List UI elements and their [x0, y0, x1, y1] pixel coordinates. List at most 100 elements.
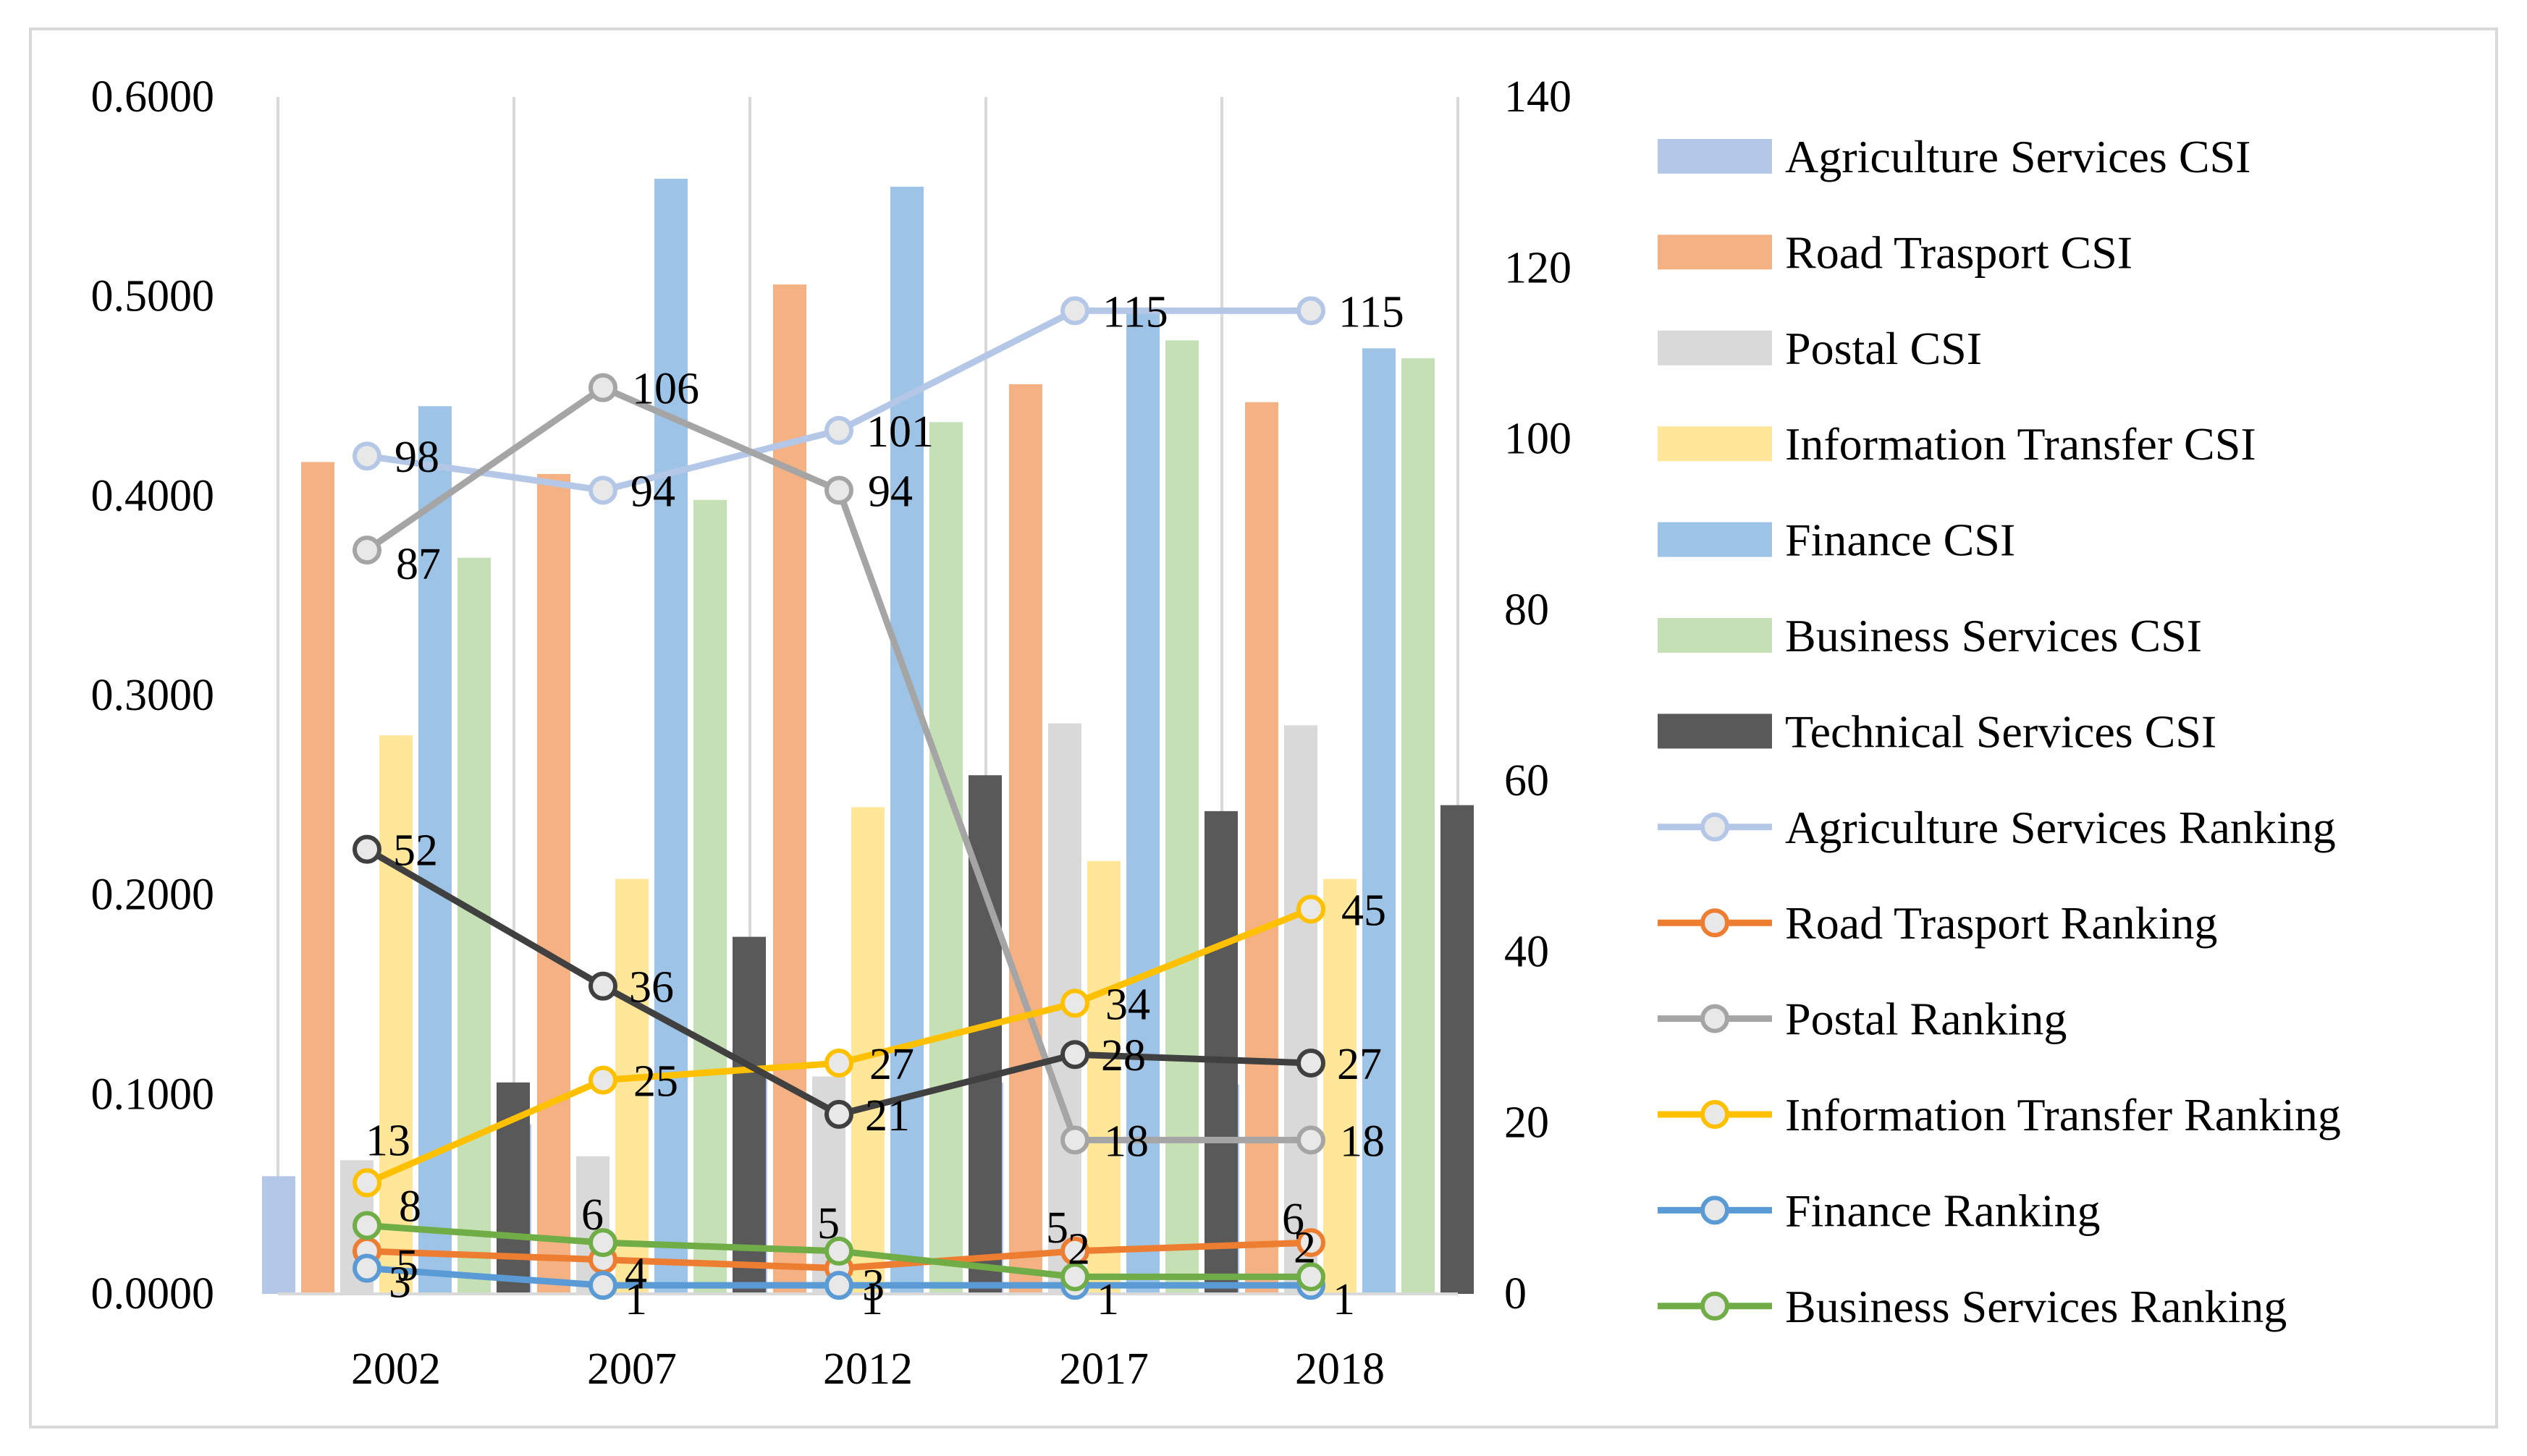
- axes: 0.0000 0.1000 0.2000 0.3000 0.4000 0.5000 0.60…: [91, 72, 1572, 1394]
- data-label-business-services-ranking: 2: [1068, 1224, 1090, 1274]
- legend-item-technical-services-csi: Technical Services CSI: [1658, 706, 2216, 757]
- marker-postal-ranking-2018: [1296, 1125, 1325, 1155]
- legend-swatch: [1658, 234, 1772, 270]
- data-label-road-trasport-ranking: 6: [1282, 1195, 1304, 1244]
- data-label-information-transfer-ranking: 34: [1105, 980, 1150, 1029]
- bar-technical-services-csi-2018: [1440, 805, 1474, 1294]
- marker-information-transfer-ranking-2012: [824, 1049, 853, 1078]
- data-label-postal-ranking: 106: [632, 365, 699, 414]
- data-label-business-services-ranking: 5: [817, 1199, 840, 1248]
- legend-label: Agriculture Services CSI: [1785, 131, 2250, 182]
- y2-axis-tick-label: 100: [1504, 415, 1572, 464]
- y-axis-tick-label: 0.5000: [91, 272, 215, 321]
- legend-swatch: [1658, 330, 1772, 365]
- line-series-group: [353, 296, 1325, 1300]
- marker-agriculture-services-ranking-2002: [353, 441, 381, 471]
- marker-agriculture-services-ranking-2012: [824, 415, 853, 445]
- legend-label: Agriculture Services Ranking: [1785, 802, 2336, 853]
- bar-series-group: [262, 179, 1474, 1295]
- marker-agriculture-services-ranking-2018: [1296, 296, 1325, 326]
- marker-technical-services-ranking-2017: [1060, 1040, 1089, 1070]
- legend-label: Information Transfer CSI: [1785, 418, 2256, 470]
- y2-axis-tick-label: 120: [1504, 243, 1572, 292]
- data-label-information-transfer-ranking: 25: [633, 1057, 678, 1106]
- data-label-technical-services-ranking: 27: [1337, 1040, 1382, 1089]
- legend-label: Road Trasport CSI: [1785, 227, 2132, 278]
- bar-business-services-csi-2007: [693, 499, 727, 1294]
- bar-finance-csi-2012: [890, 187, 924, 1294]
- data-label-finance-ranking: 1: [1333, 1275, 1355, 1324]
- data-label-road-trasport-ranking: 5: [396, 1241, 418, 1290]
- marker-business-services-ranking-2018: [1296, 1262, 1325, 1292]
- marker-technical-services-ranking-2007: [588, 971, 617, 1001]
- marker-information-transfer-ranking-2002: [353, 1168, 381, 1198]
- bar-road-trasport-csi-2018: [1245, 402, 1278, 1294]
- legend-label: Finance Ranking: [1785, 1185, 2100, 1236]
- marker-finance-ranking-2012: [824, 1271, 853, 1300]
- data-label-business-services-ranking: 8: [399, 1182, 421, 1231]
- legend-marker: [1700, 1291, 1729, 1321]
- legend-label: Road Trasport Ranking: [1785, 897, 2217, 949]
- marker-information-transfer-ranking-2018: [1296, 894, 1325, 924]
- marker-postal-ranking-2017: [1060, 1125, 1089, 1155]
- legend-item-business-services-csi: Business Services CSI: [1658, 610, 2202, 661]
- y2-axis-tick-label: 40: [1504, 927, 1549, 976]
- bar-finance-csi-2017: [1126, 310, 1160, 1294]
- data-label-agriculture-services-ranking: 98: [395, 433, 439, 482]
- bar-road-trasport-csi-2017: [1009, 384, 1042, 1295]
- marker-information-transfer-ranking-2007: [588, 1065, 617, 1095]
- data-label-finance-ranking: 1: [625, 1275, 647, 1324]
- bar-road-trasport-csi-2012: [773, 284, 806, 1294]
- marker-business-services-ranking-2012: [824, 1236, 853, 1266]
- legend-marker: [1700, 812, 1729, 842]
- legend-marker: [1700, 1100, 1729, 1129]
- line-series-agriculture-services-ranking: [353, 296, 1325, 505]
- y2-axis-tick-label: 80: [1504, 585, 1549, 635]
- bar-technical-services-csi-2007: [733, 936, 766, 1294]
- legend-marker: [1700, 908, 1729, 938]
- legend-item-postal-csi: Postal CSI: [1658, 323, 1982, 374]
- bar-technical-services-csi-2017: [1205, 810, 1238, 1294]
- legend-swatch: [1658, 714, 1772, 749]
- bar-business-services-csi-2018: [1401, 358, 1435, 1295]
- legend-swatch: [1658, 139, 1772, 174]
- data-label-information-transfer-ranking: 45: [1341, 886, 1386, 935]
- x-axis-tick-label: 2012: [823, 1345, 913, 1394]
- legend-item-road-trasport-csi: Road Trasport CSI: [1658, 227, 2132, 278]
- marker-finance-ranking-2002: [353, 1253, 381, 1283]
- x-axis-tick-label: 2017: [1059, 1345, 1149, 1394]
- legend-item-business-services-ranking: Business Services Ranking: [1658, 1281, 2287, 1332]
- y-axis-tick-label: 0.2000: [91, 871, 215, 920]
- legend-item-road-trasport-ranking: Road Trasport Ranking: [1658, 897, 2217, 949]
- data-label-finance-ranking: 1: [861, 1275, 883, 1324]
- marker-agriculture-services-ranking-2017: [1060, 296, 1089, 326]
- bar-road-trasport-csi-2007: [537, 474, 570, 1294]
- data-label-technical-services-ranking: 21: [865, 1091, 910, 1140]
- bar-finance-csi-2018: [1362, 348, 1396, 1295]
- legend-item-information-transfer-csi: Information Transfer CSI: [1658, 418, 2256, 470]
- legend-marker: [1700, 1004, 1729, 1033]
- bar-information-transfer-csi-2017: [1087, 860, 1121, 1294]
- data-label-postal-ranking: 94: [868, 467, 913, 516]
- data-label-finance-ranking: 1: [1097, 1275, 1119, 1324]
- data-label-agriculture-services-ranking: 115: [1102, 287, 1168, 337]
- bar-postal-csi-2018: [1284, 725, 1317, 1294]
- legend: Agriculture Services CSI Road Trasport CS…: [1658, 131, 2341, 1332]
- marker-postal-ranking-2007: [588, 373, 617, 402]
- bar-series-information-transfer-csi: [379, 735, 1357, 1294]
- y-axis-tick-label: 0.4000: [91, 471, 215, 520]
- bar-business-services-csi-2012: [929, 422, 963, 1294]
- data-label-agriculture-services-ranking: 94: [630, 467, 675, 516]
- bar-business-services-csi-2002: [457, 557, 491, 1294]
- data-label-business-services-ranking: 2: [1294, 1223, 1316, 1272]
- data-label-road-trasport-ranking: 3: [862, 1261, 885, 1311]
- legend-label: Information Transfer Ranking: [1785, 1089, 2341, 1140]
- legend-item-postal-ranking: Postal Ranking: [1658, 994, 2067, 1045]
- data-label-agriculture-services-ranking: 115: [1338, 287, 1404, 337]
- data-label-finance-ranking: 3: [389, 1258, 411, 1308]
- line-series-postal-ranking: [353, 373, 1325, 1155]
- bar-information-transfer-csi-2018: [1323, 879, 1357, 1294]
- marker-finance-ranking-2007: [588, 1271, 617, 1300]
